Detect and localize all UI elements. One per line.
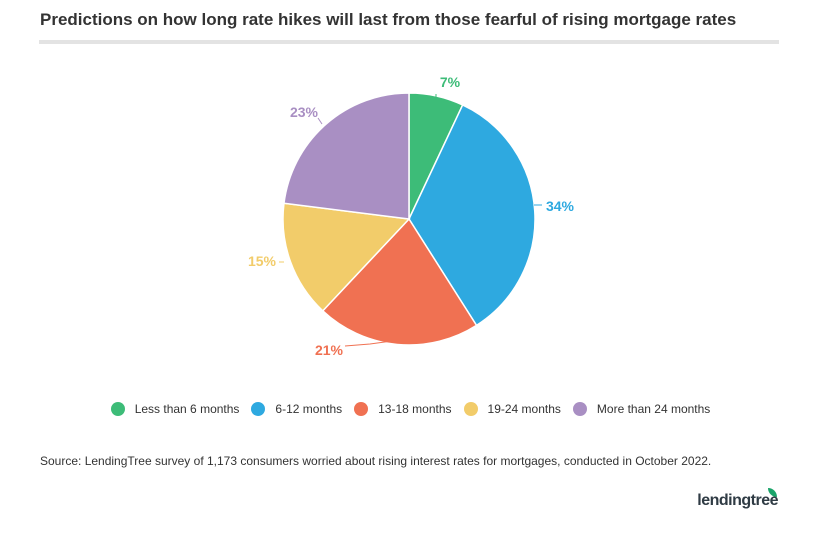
legend-item-5: More than 24 months (572, 402, 711, 416)
legend-item-4: 19-24 months (463, 402, 561, 416)
legend-label: 13-18 months (378, 402, 452, 416)
slice-connector-3 (344, 340, 393, 347)
slice-label-3: 21% (315, 342, 344, 358)
legend-swatch (251, 402, 266, 416)
legend-item-3: 13-18 months (354, 402, 452, 416)
legend-label: Less than 6 months (134, 402, 240, 416)
title-divider (39, 40, 779, 44)
legend-item-2: 6-12 months (251, 402, 342, 416)
lendingtree-logo: lendingtree (697, 492, 778, 509)
legend-swatch (463, 402, 478, 416)
source-note: Source: LendingTree survey of 1,173 cons… (40, 454, 712, 468)
pie-slice-5 (283, 92, 410, 220)
slice-connector-5 (317, 117, 323, 125)
legend-item-1: Less than 6 months (110, 402, 240, 416)
legend-label: 6-12 months (275, 402, 343, 416)
chart-title: Predictions on how long rate hikes will … (40, 10, 737, 29)
slice-label-4: 15% (248, 253, 277, 269)
legend-label: More than 24 months (596, 402, 711, 416)
pie-slice-2 (408, 103, 536, 327)
legend-swatch (110, 402, 125, 416)
slice-label-1: 7% (440, 74, 461, 90)
lendingtree-leaf-icon (768, 488, 777, 497)
chart-legend: Less than 6 months 6-12 months 13-18 month… (0, 402, 821, 416)
slice-label-2: 34% (546, 198, 575, 214)
pie-slice-4 (282, 202, 411, 312)
legend-label: 19-24 months (487, 402, 561, 416)
slice-label-5: 23% (290, 104, 319, 120)
pie-slice-3 (321, 217, 478, 346)
legend-swatch (354, 402, 369, 416)
legend-swatch (572, 402, 587, 416)
pie-chart: 7% 34% 21% 15% 23% (248, 74, 575, 358)
